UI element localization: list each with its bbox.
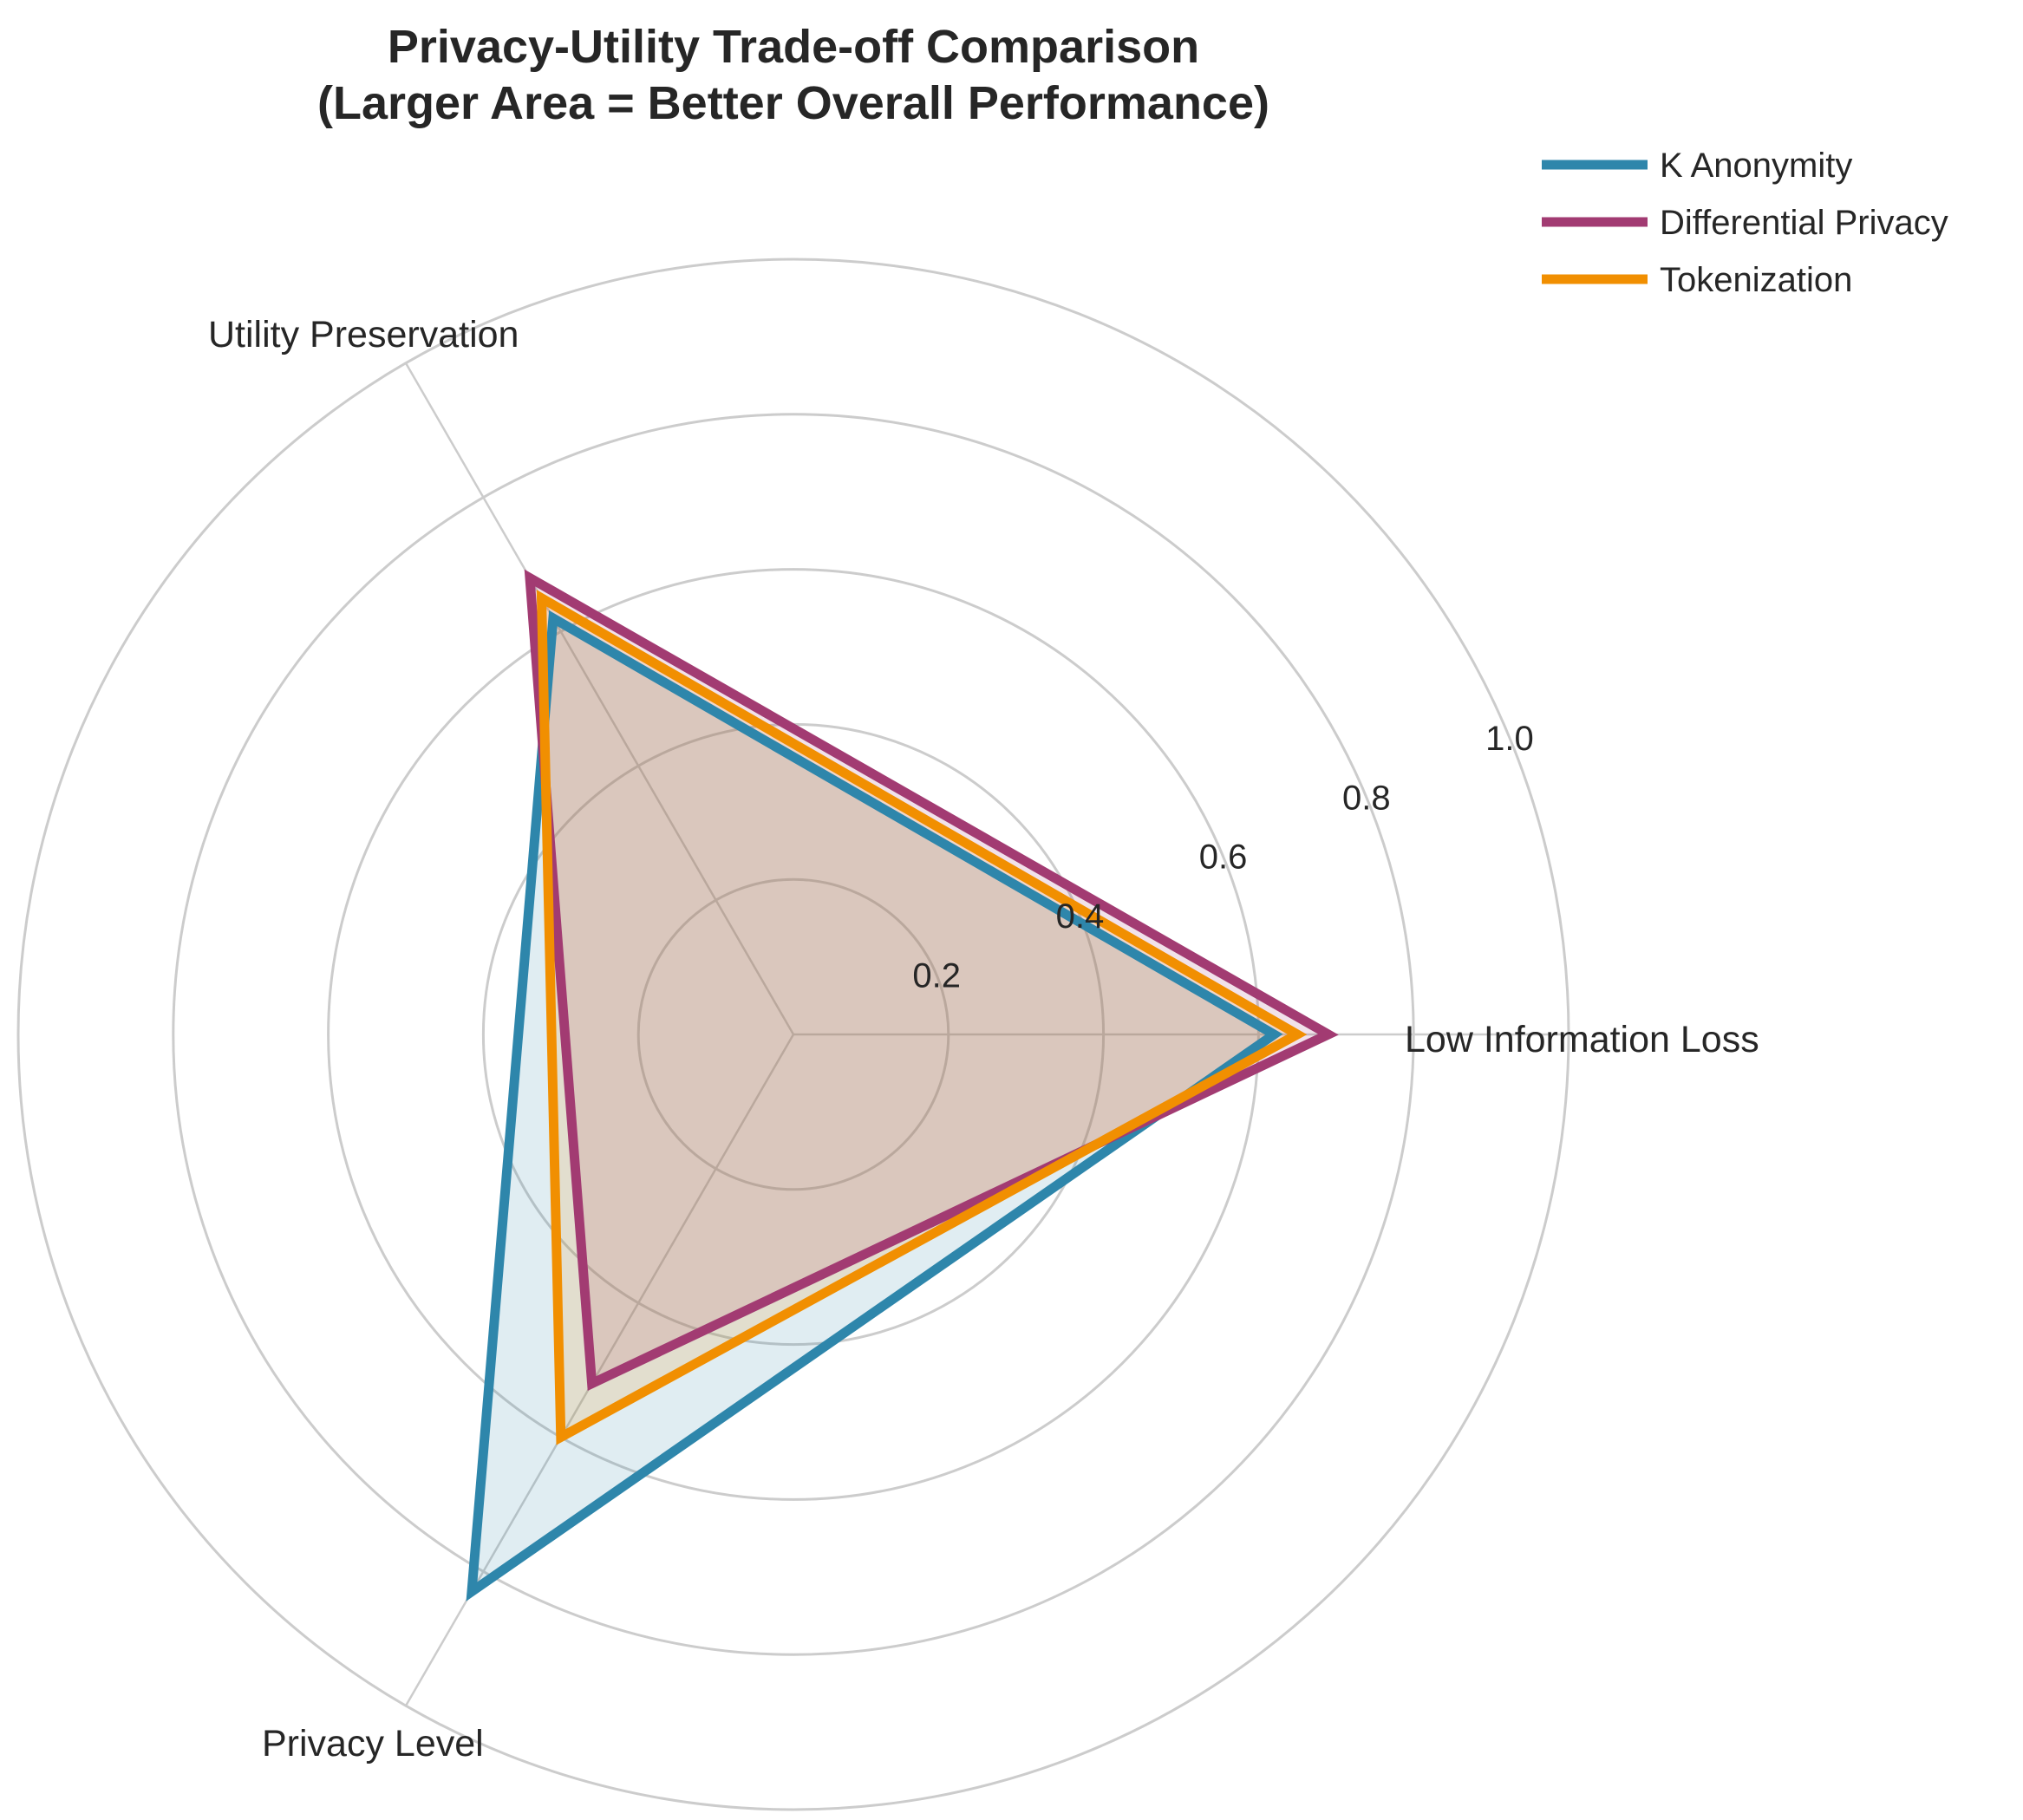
series-line — [524, 569, 1339, 1391]
title-line-2: (Larger Area = Better Overall Performanc… — [317, 77, 1269, 129]
axis-label: Utility Preservation — [208, 314, 519, 356]
legend: K Anonymity Differential Privacy Tokenizat… — [1542, 147, 1948, 299]
radial-tick-label: 0.6 — [1199, 838, 1248, 877]
legend-label: Tokenization — [1660, 261, 1852, 299]
radial-tick-label: 1.0 — [1485, 720, 1534, 758]
legend-label: Differential Privacy — [1660, 204, 1948, 242]
radial-tick-label: 0.8 — [1342, 779, 1391, 817]
series-line — [536, 590, 1308, 1445]
axis-label: Privacy Level — [262, 1723, 484, 1765]
radial-tick-labels: 0.2 0.4 0.6 0.8 1.0 — [912, 720, 1533, 995]
axis-labels: Low Information Loss Utility Preservation… — [208, 314, 1759, 1765]
radial-tick-label: 0.2 — [912, 957, 961, 995]
series-layer — [466, 569, 1339, 1601]
chart-title: Privacy-Utility Trade-off Comparison (La… — [317, 21, 1269, 129]
series-line — [466, 610, 1283, 1601]
series-area — [541, 597, 1298, 1438]
axis-spoke — [404, 362, 795, 1035]
radial-tick-label: 0.4 — [1056, 897, 1105, 936]
series-area — [530, 577, 1328, 1384]
legend-label: K Anonymity — [1660, 147, 1852, 185]
title-line-1: Privacy-Utility Trade-off Comparison — [388, 21, 1199, 73]
axis-label: Low Information Loss — [1405, 1019, 1759, 1060]
